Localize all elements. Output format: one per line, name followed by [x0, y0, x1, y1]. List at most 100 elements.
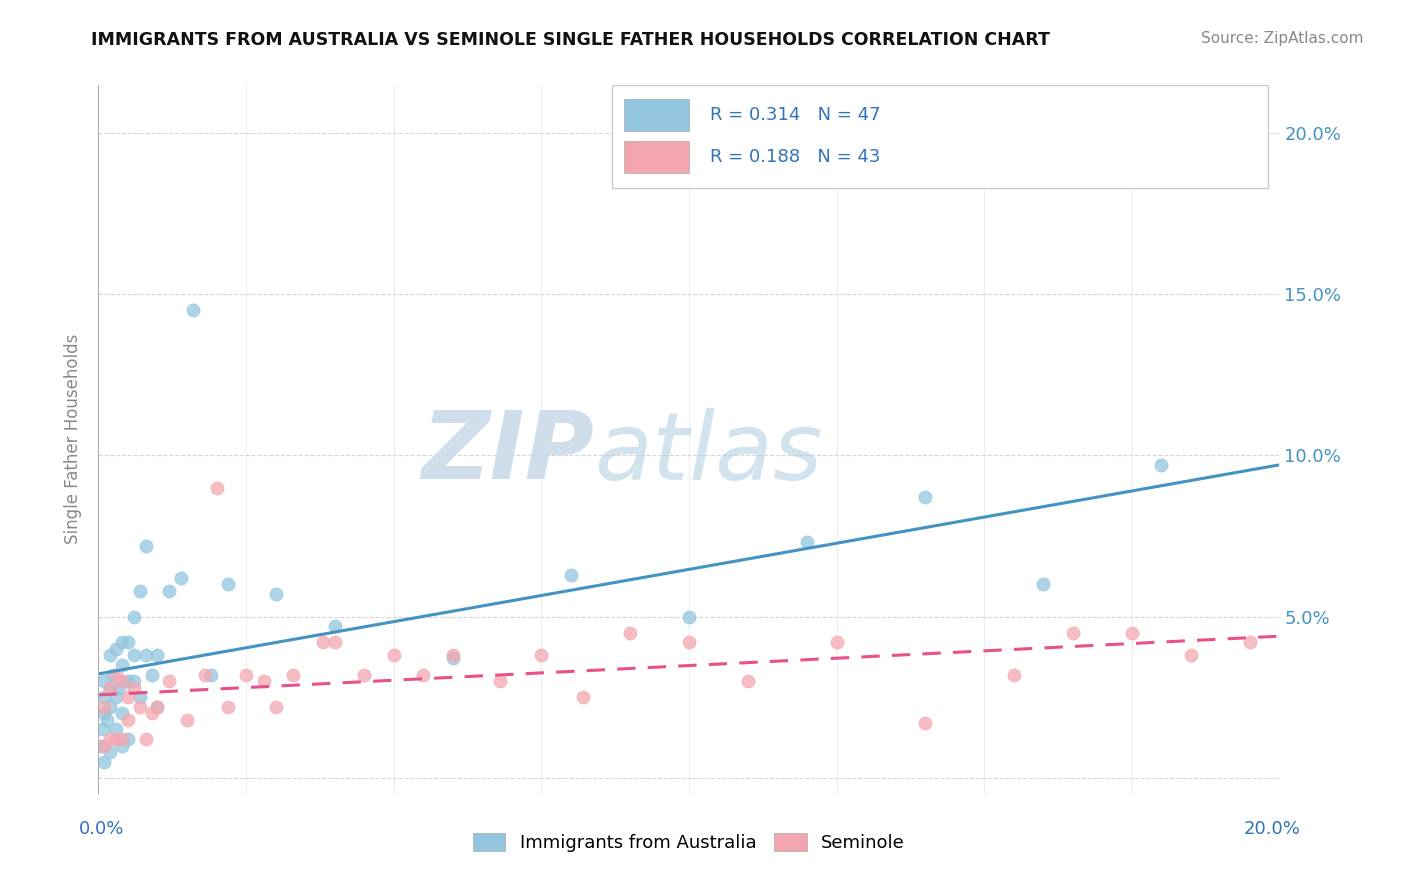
- Point: [117, 732, 139, 747]
- Point: [825, 635, 848, 649]
- Point: [312, 635, 335, 649]
- Point: [157, 674, 180, 689]
- Point: [111, 635, 134, 649]
- Point: [98, 681, 121, 695]
- Text: 20.0%: 20.0%: [1244, 820, 1301, 838]
- Text: Source: ZipAtlas.com: Source: ZipAtlas.com: [1201, 31, 1364, 46]
- Point: [128, 583, 150, 598]
- Point: [1002, 667, 1025, 681]
- Text: R = 0.314   N = 47: R = 0.314 N = 47: [710, 106, 880, 124]
- Point: [1121, 625, 1143, 640]
- Point: [141, 706, 163, 721]
- Point: [1032, 577, 1054, 591]
- Point: [264, 699, 287, 714]
- Text: ZIP: ZIP: [422, 408, 595, 500]
- Point: [111, 706, 134, 721]
- Point: [117, 635, 139, 649]
- Point: [571, 690, 593, 705]
- Point: [105, 667, 128, 681]
- Point: [382, 648, 405, 663]
- Legend: Immigrants from Australia, Seminole: Immigrants from Australia, Seminole: [465, 826, 912, 859]
- Point: [619, 625, 641, 640]
- Point: [111, 732, 134, 747]
- Point: [253, 674, 276, 689]
- Point: [141, 667, 163, 681]
- Point: [98, 745, 121, 759]
- Point: [105, 690, 128, 705]
- Text: IMMIGRANTS FROM AUSTRALIA VS SEMINOLE SINGLE FATHER HOUSEHOLDS CORRELATION CHART: IMMIGRANTS FROM AUSTRALIA VS SEMINOLE SI…: [91, 31, 1050, 49]
- Point: [108, 681, 131, 695]
- Point: [135, 732, 157, 747]
- Point: [146, 699, 169, 714]
- Point: [1150, 458, 1173, 472]
- Point: [323, 619, 346, 633]
- Point: [93, 739, 115, 753]
- Bar: [624, 99, 689, 131]
- Text: atlas: atlas: [595, 408, 823, 499]
- Point: [93, 706, 115, 721]
- Point: [181, 303, 204, 318]
- Y-axis label: Single Father Households: Single Father Households: [65, 334, 83, 544]
- Point: [117, 713, 139, 727]
- Point: [264, 587, 287, 601]
- Point: [200, 667, 222, 681]
- Point: [135, 648, 157, 663]
- Point: [205, 481, 228, 495]
- Text: 0.0%: 0.0%: [79, 820, 124, 838]
- Point: [135, 539, 157, 553]
- Point: [412, 667, 434, 681]
- Point: [914, 715, 936, 730]
- Point: [98, 648, 121, 663]
- Point: [98, 699, 121, 714]
- Point: [98, 681, 121, 695]
- Point: [560, 567, 582, 582]
- Point: [93, 699, 115, 714]
- Point: [91, 723, 114, 737]
- Point: [678, 635, 700, 649]
- Point: [105, 723, 128, 737]
- Point: [441, 651, 464, 665]
- Point: [93, 674, 115, 689]
- Point: [678, 609, 700, 624]
- Point: [217, 699, 239, 714]
- Point: [176, 713, 198, 727]
- Point: [103, 667, 125, 681]
- Point: [111, 657, 134, 672]
- Point: [157, 583, 180, 598]
- Point: [96, 713, 118, 727]
- Point: [170, 571, 193, 585]
- Point: [353, 667, 375, 681]
- Point: [117, 690, 139, 705]
- Point: [122, 681, 145, 695]
- Point: [93, 690, 115, 705]
- Point: [111, 674, 134, 689]
- Point: [283, 667, 305, 681]
- Point: [194, 667, 217, 681]
- Point: [235, 667, 257, 681]
- Bar: [612, 85, 1268, 187]
- Point: [914, 491, 936, 505]
- Point: [1062, 625, 1084, 640]
- Point: [105, 732, 128, 747]
- Point: [146, 699, 169, 714]
- Bar: [624, 142, 689, 173]
- Point: [98, 732, 121, 747]
- Point: [128, 699, 150, 714]
- Point: [441, 648, 464, 663]
- Point: [90, 739, 112, 753]
- Point: [105, 641, 128, 656]
- Point: [489, 674, 512, 689]
- Point: [737, 674, 759, 689]
- Point: [122, 648, 145, 663]
- Point: [1180, 648, 1202, 663]
- Text: R = 0.188   N = 43: R = 0.188 N = 43: [710, 148, 880, 167]
- Point: [122, 609, 145, 624]
- Point: [128, 690, 150, 705]
- Point: [217, 577, 239, 591]
- Point: [323, 635, 346, 649]
- Point: [796, 535, 818, 549]
- Point: [111, 739, 134, 753]
- Point: [530, 648, 553, 663]
- Point: [93, 755, 115, 769]
- Point: [122, 674, 145, 689]
